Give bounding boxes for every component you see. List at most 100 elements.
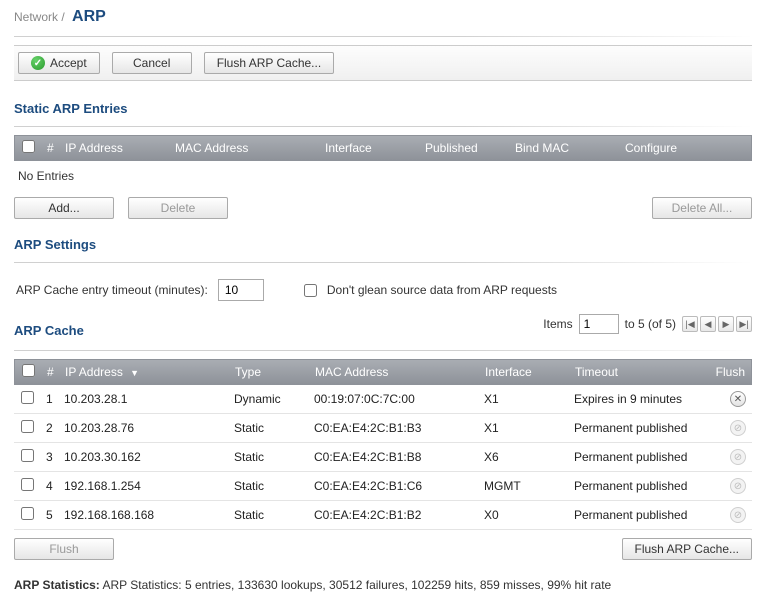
cell-iface: X6 bbox=[478, 450, 568, 464]
timeout-label: ARP Cache entry timeout (minutes): bbox=[16, 283, 208, 297]
cell-timeout: Permanent published bbox=[568, 508, 702, 522]
delete-static-button[interactable]: Delete bbox=[128, 197, 228, 219]
cancel-label: Cancel bbox=[133, 56, 170, 70]
flush-row-icon[interactable]: ✕ bbox=[730, 391, 746, 407]
table-row: 5192.168.168.168StaticC0:EA:E4:2C:B1:B2X… bbox=[14, 501, 752, 530]
col-ip[interactable]: IP Address bbox=[59, 141, 169, 155]
arp-settings-heading: ARP Settings bbox=[14, 237, 752, 252]
glean-checkbox[interactable] bbox=[304, 284, 317, 297]
breadcrumb-sep: / bbox=[61, 10, 64, 24]
cell-type: Static bbox=[228, 421, 308, 435]
col-iface[interactable]: Interface bbox=[319, 141, 419, 155]
col-bind[interactable]: Bind MAC bbox=[509, 141, 619, 155]
delete-all-static-button[interactable]: Delete All... bbox=[652, 197, 752, 219]
flush-row-icon: ⊘ bbox=[730, 478, 746, 494]
accept-label: Accept bbox=[50, 56, 87, 70]
cell-ip: 192.168.168.168 bbox=[58, 508, 228, 522]
cell-iface: X1 bbox=[478, 392, 568, 406]
cell-mac: C0:EA:E4:2C:B1:B2 bbox=[308, 508, 478, 522]
divider bbox=[14, 350, 752, 351]
cell-timeout: Permanent published bbox=[568, 421, 702, 435]
flush-selected-button[interactable]: Flush bbox=[14, 538, 114, 560]
cancel-button[interactable]: Cancel bbox=[112, 52, 192, 74]
stats-text: ARP Statistics: 5 entries, 133630 lookup… bbox=[102, 578, 611, 592]
static-no-entries: No Entries bbox=[14, 161, 752, 197]
cell-iface: MGMT bbox=[478, 479, 568, 493]
pager-last-icon[interactable]: ▶| bbox=[736, 316, 752, 332]
row-checkbox[interactable] bbox=[21, 420, 34, 433]
flush-row-icon: ⊘ bbox=[730, 420, 746, 436]
cell-timeout: Permanent published bbox=[568, 479, 702, 493]
cell-ip: 10.203.28.1 bbox=[58, 392, 228, 406]
cell-mac: C0:EA:E4:2C:B1:C6 bbox=[308, 479, 478, 493]
pager: |◀ ◀ ▶ ▶| bbox=[682, 316, 752, 332]
cell-ip: 192.168.1.254 bbox=[58, 479, 228, 493]
arp-cache-heading: ARP Cache bbox=[14, 323, 543, 338]
cell-type: Static bbox=[228, 450, 308, 464]
cell-timeout: Permanent published bbox=[568, 450, 702, 464]
add-static-button[interactable]: Add... bbox=[14, 197, 114, 219]
cell-mac: C0:EA:E4:2C:B1:B8 bbox=[308, 450, 478, 464]
col-ip[interactable]: IP Address ▼ bbox=[59, 365, 229, 379]
items-label: Items bbox=[543, 317, 572, 331]
page-title: ARP bbox=[72, 8, 106, 25]
table-row: 310.203.30.162StaticC0:EA:E4:2C:B1:B8X6P… bbox=[14, 443, 752, 472]
col-type[interactable]: Type bbox=[229, 365, 309, 379]
flush-all-cache-button[interactable]: Flush ARP Cache... bbox=[622, 538, 753, 560]
col-num: # bbox=[41, 365, 59, 379]
check-circle-icon: ✓ bbox=[31, 56, 45, 70]
accept-button[interactable]: ✓ Accept bbox=[18, 52, 100, 74]
col-mac[interactable]: MAC Address bbox=[169, 141, 319, 155]
items-suffix: to 5 (of 5) bbox=[625, 317, 676, 331]
divider bbox=[14, 36, 752, 37]
cell-ip: 10.203.28.76 bbox=[58, 421, 228, 435]
col-flush: Flush bbox=[701, 365, 751, 379]
cell-iface: X1 bbox=[478, 421, 568, 435]
col-mac[interactable]: MAC Address bbox=[309, 365, 479, 379]
flush-arp-label: Flush ARP Cache... bbox=[217, 56, 322, 70]
sort-desc-icon: ▼ bbox=[130, 368, 139, 378]
flush-arp-cache-button[interactable]: Flush ARP Cache... bbox=[204, 52, 335, 74]
static-arp-header: # IP Address MAC Address Interface Publi… bbox=[14, 135, 752, 161]
cell-mac: C0:EA:E4:2C:B1:B3 bbox=[308, 421, 478, 435]
static-arp-heading: Static ARP Entries bbox=[14, 101, 752, 116]
static-select-all-checkbox[interactable] bbox=[22, 140, 35, 153]
pager-next-icon[interactable]: ▶ bbox=[718, 316, 734, 332]
table-row: 4192.168.1.254StaticC0:EA:E4:2C:B1:C6MGM… bbox=[14, 472, 752, 501]
cell-num: 5 bbox=[40, 508, 58, 522]
arp-statistics: ARP Statistics: ARP Statistics: 5 entrie… bbox=[14, 578, 752, 592]
cell-iface: X0 bbox=[478, 508, 568, 522]
breadcrumb: Network / ARP bbox=[14, 8, 752, 26]
breadcrumb-parent[interactable]: Network bbox=[14, 10, 58, 24]
row-checkbox[interactable] bbox=[21, 449, 34, 462]
pager-first-icon[interactable]: |◀ bbox=[682, 316, 698, 332]
col-configure: Configure bbox=[619, 141, 751, 155]
cache-pager-area: Items to 5 (of 5) |◀ ◀ ▶ ▶| bbox=[543, 314, 752, 334]
col-published[interactable]: Published bbox=[419, 141, 509, 155]
cell-ip: 10.203.30.162 bbox=[58, 450, 228, 464]
row-checkbox[interactable] bbox=[21, 391, 34, 404]
divider bbox=[14, 262, 752, 263]
cache-select-all-checkbox[interactable] bbox=[22, 364, 35, 377]
items-from-input[interactable] bbox=[579, 314, 619, 334]
table-row: 110.203.28.1Dynamic00:19:07:0C:7C:00X1Ex… bbox=[14, 385, 752, 414]
cell-timeout: Expires in 9 minutes bbox=[568, 392, 702, 406]
flush-row-icon: ⊘ bbox=[730, 449, 746, 465]
col-timeout[interactable]: Timeout bbox=[569, 365, 701, 379]
col-iface[interactable]: Interface bbox=[479, 365, 569, 379]
cell-num: 1 bbox=[40, 392, 58, 406]
pager-prev-icon[interactable]: ◀ bbox=[700, 316, 716, 332]
row-checkbox[interactable] bbox=[21, 507, 34, 520]
cell-type: Static bbox=[228, 479, 308, 493]
cell-num: 4 bbox=[40, 479, 58, 493]
cell-num: 3 bbox=[40, 450, 58, 464]
cache-header: # IP Address ▼ Type MAC Address Interfac… bbox=[14, 359, 752, 385]
timeout-input[interactable] bbox=[218, 279, 264, 301]
cell-type: Dynamic bbox=[228, 392, 308, 406]
cache-table-body: 110.203.28.1Dynamic00:19:07:0C:7C:00X1Ex… bbox=[14, 385, 752, 530]
col-ip-label: IP Address bbox=[65, 365, 123, 379]
col-num: # bbox=[41, 141, 59, 155]
row-checkbox[interactable] bbox=[21, 478, 34, 491]
divider bbox=[14, 126, 752, 127]
cell-mac: 00:19:07:0C:7C:00 bbox=[308, 392, 478, 406]
